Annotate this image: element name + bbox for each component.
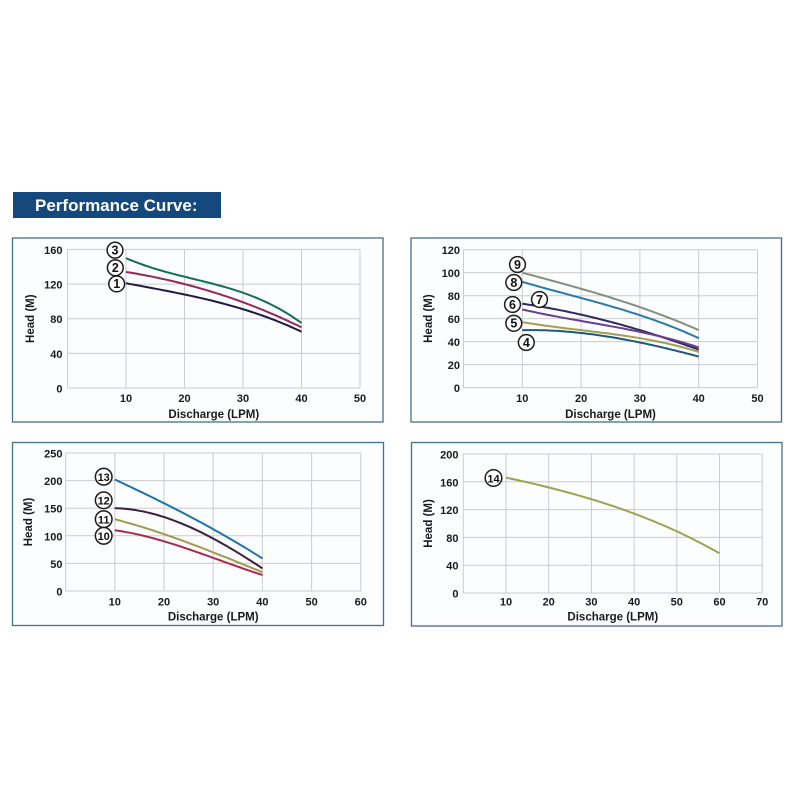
- svg-text:Performance Curve:: Performance Curve:: [35, 196, 198, 215]
- svg-text:40: 40: [446, 561, 458, 573]
- svg-text:60: 60: [448, 314, 460, 326]
- svg-text:Discharge (LPM): Discharge (LPM): [168, 612, 259, 624]
- svg-text:6: 6: [509, 298, 516, 312]
- svg-text:Head (M): Head (M): [423, 294, 435, 343]
- svg-text:40: 40: [693, 393, 705, 405]
- svg-text:13: 13: [98, 472, 110, 484]
- svg-text:0: 0: [56, 587, 62, 599]
- svg-text:200: 200: [44, 476, 62, 488]
- svg-text:20: 20: [158, 597, 170, 609]
- svg-text:100: 100: [442, 268, 460, 280]
- svg-text:0: 0: [56, 384, 62, 396]
- svg-text:Discharge (LPM): Discharge (LPM): [168, 409, 259, 421]
- svg-text:30: 30: [634, 393, 646, 405]
- svg-text:80: 80: [446, 533, 458, 545]
- svg-text:50: 50: [305, 597, 317, 609]
- svg-text:80: 80: [448, 291, 460, 303]
- svg-text:Head (M): Head (M): [23, 498, 35, 547]
- svg-text:0: 0: [454, 383, 460, 395]
- svg-text:Head (M): Head (M): [25, 294, 37, 343]
- svg-text:120: 120: [442, 245, 460, 257]
- svg-text:50: 50: [751, 393, 763, 405]
- svg-text:2: 2: [112, 261, 119, 275]
- svg-text:40: 40: [448, 337, 460, 349]
- svg-text:8: 8: [510, 276, 517, 290]
- svg-text:20: 20: [543, 597, 555, 609]
- svg-text:200: 200: [440, 450, 458, 462]
- svg-text:60: 60: [355, 597, 367, 609]
- svg-text:160: 160: [44, 245, 62, 257]
- svg-text:40: 40: [50, 349, 62, 361]
- svg-text:Discharge (LPM): Discharge (LPM): [565, 409, 656, 421]
- svg-text:12: 12: [98, 496, 110, 508]
- svg-text:50: 50: [354, 393, 366, 405]
- svg-text:40: 40: [628, 597, 640, 609]
- svg-text:7: 7: [536, 293, 543, 307]
- svg-text:160: 160: [440, 477, 458, 489]
- svg-text:11: 11: [98, 515, 110, 527]
- svg-text:20: 20: [448, 360, 460, 372]
- svg-text:50: 50: [671, 597, 683, 609]
- svg-text:3: 3: [112, 244, 119, 258]
- svg-text:50: 50: [50, 559, 62, 571]
- svg-text:120: 120: [44, 280, 62, 292]
- svg-text:0: 0: [452, 589, 458, 601]
- svg-text:40: 40: [295, 393, 307, 405]
- svg-text:30: 30: [237, 393, 249, 405]
- svg-text:10: 10: [500, 597, 512, 609]
- svg-text:9: 9: [514, 258, 521, 272]
- svg-text:80: 80: [50, 314, 62, 326]
- svg-text:4: 4: [523, 336, 530, 350]
- svg-text:120: 120: [440, 505, 458, 517]
- svg-text:70: 70: [756, 597, 768, 609]
- svg-text:250: 250: [44, 449, 62, 461]
- svg-text:30: 30: [207, 597, 219, 609]
- svg-text:10: 10: [109, 597, 121, 609]
- svg-text:1: 1: [113, 277, 120, 291]
- svg-text:30: 30: [585, 597, 597, 609]
- svg-text:60: 60: [713, 597, 725, 609]
- svg-text:Head (M): Head (M): [423, 499, 435, 548]
- svg-text:10: 10: [516, 393, 528, 405]
- svg-text:5: 5: [510, 317, 517, 331]
- svg-text:10: 10: [98, 531, 110, 543]
- svg-text:150: 150: [44, 504, 62, 516]
- svg-text:14: 14: [487, 473, 500, 485]
- svg-text:10: 10: [120, 393, 132, 405]
- svg-text:Discharge (LPM): Discharge (LPM): [567, 612, 658, 624]
- svg-text:40: 40: [256, 597, 268, 609]
- svg-text:100: 100: [44, 531, 62, 543]
- svg-text:20: 20: [575, 393, 587, 405]
- svg-text:20: 20: [178, 393, 190, 405]
